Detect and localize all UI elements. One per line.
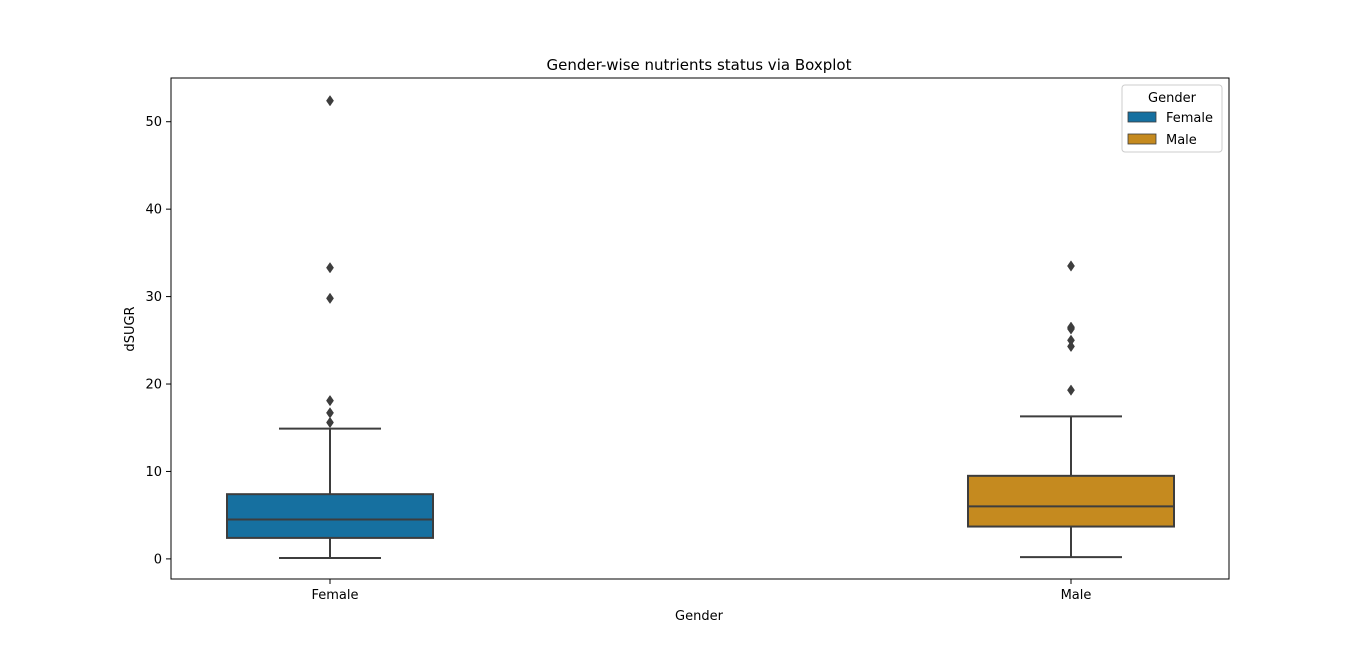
box-iqr <box>967 474 1175 528</box>
y-tick-label: 40 <box>145 203 162 218</box>
box-group-female <box>226 95 434 560</box>
box-groups <box>226 95 1175 560</box>
outlier-point <box>1067 321 1075 333</box>
outlier-point <box>326 407 334 419</box>
outlier-point <box>326 292 334 304</box>
outlier-point <box>326 394 334 407</box>
outlier-point <box>1067 260 1075 272</box>
x-tick-label: Male <box>1061 588 1092 603</box>
legend-swatch-male <box>1127 133 1157 145</box>
legend: Gender Female Male <box>1121 84 1223 153</box>
y-tick-label: 0 <box>154 552 162 567</box>
outlier-point <box>326 416 334 429</box>
box-iqr <box>226 493 434 539</box>
box-group-male <box>967 260 1175 559</box>
outlier-point <box>1067 340 1075 353</box>
chart-title: Gender-wise nutrients status via Boxplot <box>547 56 852 74</box>
x-axis-label: Gender <box>675 609 724 624</box>
outlier-point <box>326 262 334 274</box>
x-axis: Female Male <box>311 579 1091 603</box>
legend-title: Gender <box>1148 91 1197 106</box>
x-tick-label: Female <box>311 588 358 603</box>
legend-label-male: Male <box>1166 133 1197 148</box>
legend-swatch-female <box>1127 111 1157 123</box>
y-tick-label: 50 <box>145 115 162 130</box>
y-axis: 0 10 20 30 40 50 <box>145 115 171 567</box>
y-tick-label: 10 <box>145 465 162 480</box>
legend-label-female: Female <box>1166 111 1213 126</box>
y-tick-label: 30 <box>145 290 162 305</box>
y-axis-label: dSUGR <box>123 306 138 351</box>
y-tick-label: 20 <box>145 378 162 393</box>
plot-area <box>170 77 1230 580</box>
outlier-point <box>326 95 334 107</box>
outlier-point <box>1067 384 1075 396</box>
outlier-point <box>1067 334 1075 346</box>
